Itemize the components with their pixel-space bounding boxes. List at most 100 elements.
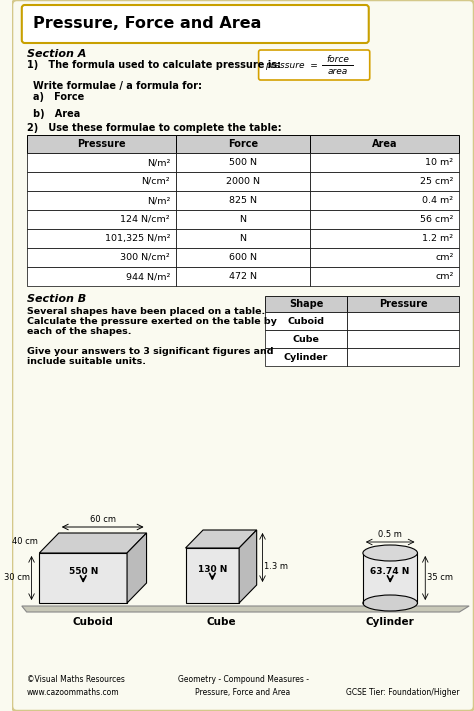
Text: Section A: Section A <box>27 49 86 59</box>
Bar <box>27 229 176 248</box>
Bar <box>176 135 310 153</box>
Text: 35 cm: 35 cm <box>427 574 453 582</box>
Text: N: N <box>239 234 246 243</box>
Text: 56 cm²: 56 cm² <box>420 215 454 224</box>
Bar <box>310 210 459 229</box>
Text: a)   Force: a) Force <box>34 92 85 102</box>
Text: Area: Area <box>372 139 398 149</box>
Bar <box>176 267 310 286</box>
Text: 60 cm: 60 cm <box>90 515 116 524</box>
Bar <box>27 191 176 210</box>
Text: GCSE Tier: Foundation/Higher: GCSE Tier: Foundation/Higher <box>346 688 459 697</box>
Text: 600 N: 600 N <box>229 253 257 262</box>
Text: 944 N/m²: 944 N/m² <box>126 272 170 281</box>
Bar <box>176 229 310 248</box>
Text: ©Visual Maths Resources
www.cazoommaths.com: ©Visual Maths Resources www.cazoommaths.… <box>27 675 125 697</box>
Text: 472 N: 472 N <box>229 272 257 281</box>
FancyBboxPatch shape <box>22 5 369 43</box>
Bar <box>27 172 176 191</box>
Bar <box>27 267 176 286</box>
Text: 1.2 m²: 1.2 m² <box>422 234 454 243</box>
Bar <box>310 267 459 286</box>
Bar <box>310 135 459 153</box>
Text: 1)   The formula used to calculate pressure is:: 1) The formula used to calculate pressur… <box>27 60 281 70</box>
FancyBboxPatch shape <box>259 50 370 80</box>
Text: Write formulae / a formula for:: Write formulae / a formula for: <box>34 81 202 91</box>
Text: 101,325 N/m²: 101,325 N/m² <box>105 234 170 243</box>
Text: Pressure, Force and Area: Pressure, Force and Area <box>34 16 262 31</box>
Text: 10 m²: 10 m² <box>425 158 454 167</box>
Ellipse shape <box>363 595 418 611</box>
Text: Cuboid: Cuboid <box>288 316 325 326</box>
Text: 2)   Use these formulae to complete the table:: 2) Use these formulae to complete the ta… <box>27 123 281 133</box>
Bar <box>176 248 310 267</box>
Bar <box>176 210 310 229</box>
Polygon shape <box>39 533 146 553</box>
Text: 0.4 m²: 0.4 m² <box>422 196 454 205</box>
Text: 1.3 m: 1.3 m <box>264 562 289 571</box>
Text: 500 N: 500 N <box>229 158 257 167</box>
Bar <box>310 172 459 191</box>
Bar <box>176 191 310 210</box>
Text: Geometry - Compound Measures -
Pressure, Force and Area: Geometry - Compound Measures - Pressure,… <box>178 675 309 697</box>
Text: 63.74 N: 63.74 N <box>371 567 410 577</box>
Text: 0.5 m: 0.5 m <box>378 530 402 539</box>
Bar <box>27 248 176 267</box>
Bar <box>265 296 347 312</box>
Bar <box>310 248 459 267</box>
Text: 124 N/cm²: 124 N/cm² <box>120 215 170 224</box>
Polygon shape <box>39 553 127 603</box>
Polygon shape <box>239 530 256 603</box>
Bar <box>176 153 310 172</box>
Bar <box>347 312 459 330</box>
Polygon shape <box>127 533 146 603</box>
Text: force: force <box>326 55 349 64</box>
Text: Several shapes have been placed on a table.: Several shapes have been placed on a tab… <box>27 307 265 316</box>
Text: Cylinder: Cylinder <box>284 353 328 361</box>
Text: N: N <box>239 215 246 224</box>
Text: Pressure: Pressure <box>379 299 428 309</box>
Text: 300 N/cm²: 300 N/cm² <box>120 253 170 262</box>
Text: Cube: Cube <box>206 617 236 627</box>
Text: 30 cm: 30 cm <box>4 574 29 582</box>
Bar <box>347 330 459 348</box>
Text: pressure  =: pressure = <box>265 60 318 70</box>
Text: Cuboid: Cuboid <box>73 617 113 627</box>
Bar <box>363 553 418 603</box>
Text: N/cm²: N/cm² <box>141 177 170 186</box>
Text: b)   Area: b) Area <box>34 109 81 119</box>
Bar <box>27 153 176 172</box>
Text: Give your answers to 3 significant figures and: Give your answers to 3 significant figur… <box>27 347 273 356</box>
Text: Cylinder: Cylinder <box>366 617 415 627</box>
Text: N/m²: N/m² <box>147 158 170 167</box>
Bar <box>27 210 176 229</box>
Polygon shape <box>185 530 256 548</box>
Text: each of the shapes.: each of the shapes. <box>27 327 131 336</box>
Ellipse shape <box>363 545 418 561</box>
Text: include suitable units.: include suitable units. <box>27 357 146 366</box>
Bar <box>347 296 459 312</box>
Text: N/m²: N/m² <box>147 196 170 205</box>
Bar <box>176 172 310 191</box>
Bar <box>310 153 459 172</box>
Bar <box>347 348 459 366</box>
Text: Cube: Cube <box>293 334 319 343</box>
Text: 825 N: 825 N <box>229 196 257 205</box>
Text: Force: Force <box>228 139 258 149</box>
Text: 25 cm²: 25 cm² <box>420 177 454 186</box>
Text: cm²: cm² <box>435 253 454 262</box>
Bar <box>265 348 347 366</box>
Text: 40 cm: 40 cm <box>11 537 37 545</box>
Text: 2000 N: 2000 N <box>226 177 260 186</box>
Text: 130 N: 130 N <box>198 565 227 574</box>
Text: area: area <box>328 67 348 76</box>
Text: Shape: Shape <box>289 299 323 309</box>
Bar <box>265 312 347 330</box>
Text: Pressure: Pressure <box>77 139 126 149</box>
Bar <box>310 229 459 248</box>
Bar <box>27 135 176 153</box>
Polygon shape <box>185 548 239 603</box>
Text: 550 N: 550 N <box>69 567 98 577</box>
Text: Calculate the pressure exerted on the table by: Calculate the pressure exerted on the ta… <box>27 317 276 326</box>
Bar <box>265 330 347 348</box>
